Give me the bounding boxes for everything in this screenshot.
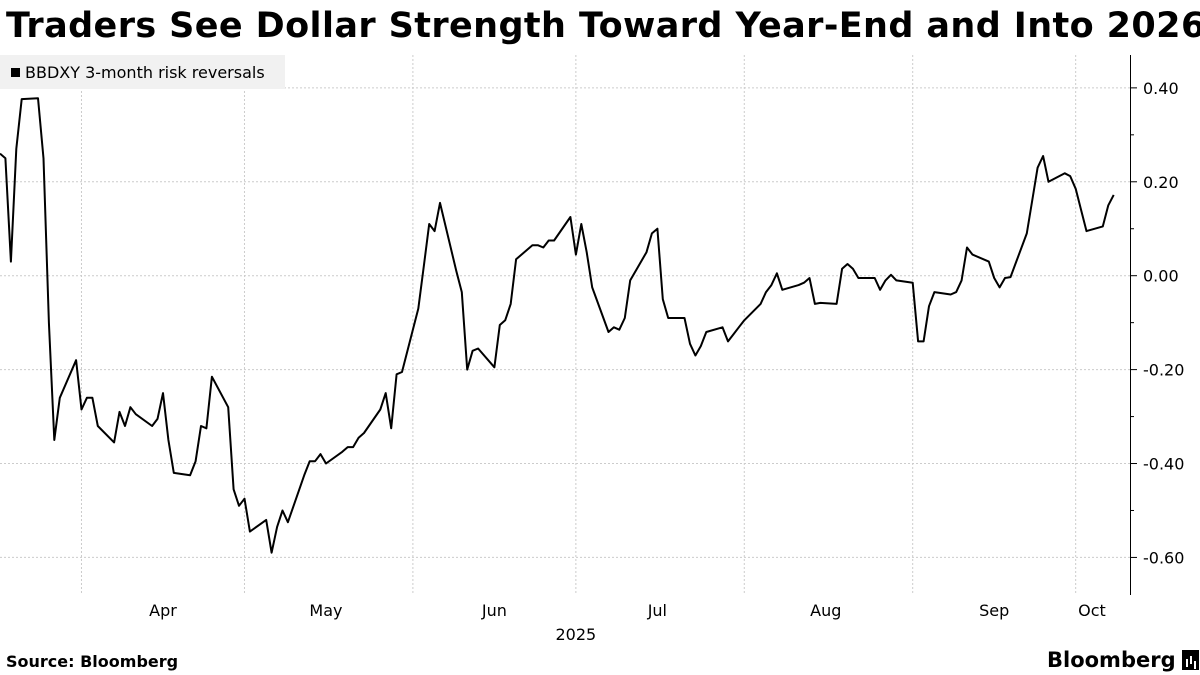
- x-tick-label: Aug: [810, 601, 841, 620]
- chart-title: Traders See Dollar Strength Toward Year-…: [6, 6, 1200, 46]
- x-tick-label: Oct: [1078, 601, 1106, 620]
- series-layer: [0, 97, 1115, 554]
- series-line: [0, 97, 1115, 554]
- x-axis: Apr May Jun Jul Aug Sep Oct 2025: [149, 601, 1106, 644]
- y-tick-label: 0.20: [1143, 173, 1179, 192]
- y-axis: 0.40 0.20 0.00 -0.20 -0.40 -0.60: [1130, 55, 1184, 595]
- y-tick-label: -0.40: [1143, 455, 1184, 474]
- y-tick-label: -0.60: [1143, 548, 1184, 567]
- x-tick-label: May: [309, 601, 342, 620]
- x-tick-label: Jul: [647, 601, 667, 620]
- grid-lines: [0, 55, 1130, 595]
- brand-logo: Bloomberg: [1047, 648, 1199, 672]
- y-tick-label: -0.20: [1143, 361, 1184, 380]
- bloomberg-terminal-icon: [1181, 650, 1199, 670]
- x-year-label: 2025: [556, 625, 597, 644]
- legend: BBDXY 3-month risk reversals: [0, 55, 285, 89]
- brand-name: Bloomberg: [1047, 648, 1176, 672]
- legend-swatch: [11, 67, 20, 77]
- x-tick-label: Sep: [979, 601, 1009, 620]
- legend-label: BBDXY 3-month risk reversals: [25, 62, 265, 82]
- x-tick-label: Jun: [481, 601, 507, 620]
- y-tick-label: 0.00: [1143, 267, 1179, 286]
- x-tick-label: Apr: [149, 601, 177, 620]
- source-note: Source: Bloomberg: [6, 652, 179, 671]
- y-tick-label: 0.40: [1143, 79, 1179, 98]
